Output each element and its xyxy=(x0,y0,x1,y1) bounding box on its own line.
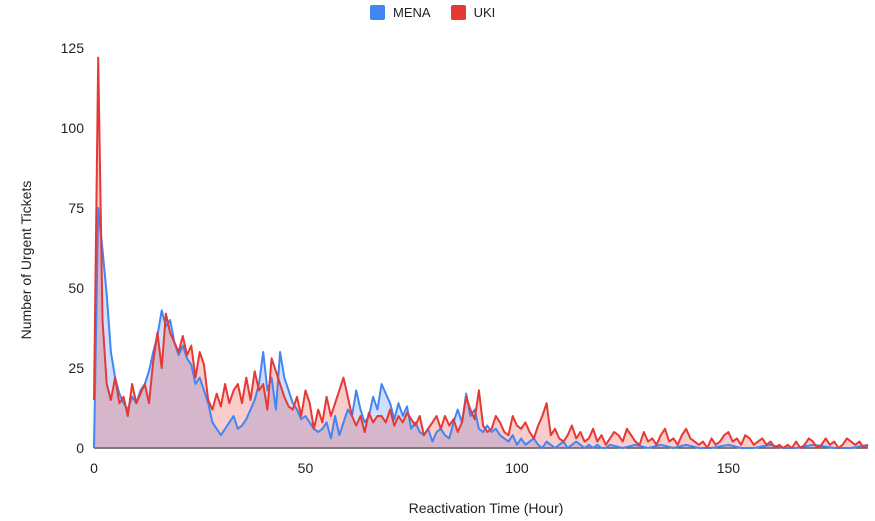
x-tick-label: 0 xyxy=(90,460,98,476)
x-tick-label: 50 xyxy=(298,460,314,476)
legend-item-mena[interactable]: MENA xyxy=(370,5,431,20)
series-layer xyxy=(93,56,869,449)
legend-label-mena: MENA xyxy=(393,5,431,20)
tick-layer: 0 25 50 75 100 125 0 50 100 150 xyxy=(61,40,741,476)
x-tick-label: 100 xyxy=(505,460,529,476)
x-tick-label: 150 xyxy=(717,460,741,476)
y-tick-label: 125 xyxy=(61,40,85,56)
y-tick-label: 75 xyxy=(68,200,84,216)
series-line-mena xyxy=(93,207,869,449)
y-tick-label: 50 xyxy=(68,280,84,296)
y-tick-label: 100 xyxy=(61,120,85,136)
series-line-uki xyxy=(93,56,869,449)
y-axis-label: Number of Urgent Tickets xyxy=(18,180,34,340)
legend-swatch-uki xyxy=(450,5,466,20)
x-axis-label: Reactivation Time (Hour) xyxy=(408,500,564,516)
legend-label-uki: UKI xyxy=(473,5,496,20)
y-tick-label: 0 xyxy=(76,440,84,456)
legend: MENA UKI xyxy=(370,5,495,20)
legend-item-uki[interactable]: UKI xyxy=(450,5,496,20)
legend-swatch-mena xyxy=(370,5,385,20)
series-area-uki xyxy=(94,57,868,448)
y-tick-label: 25 xyxy=(68,360,84,376)
